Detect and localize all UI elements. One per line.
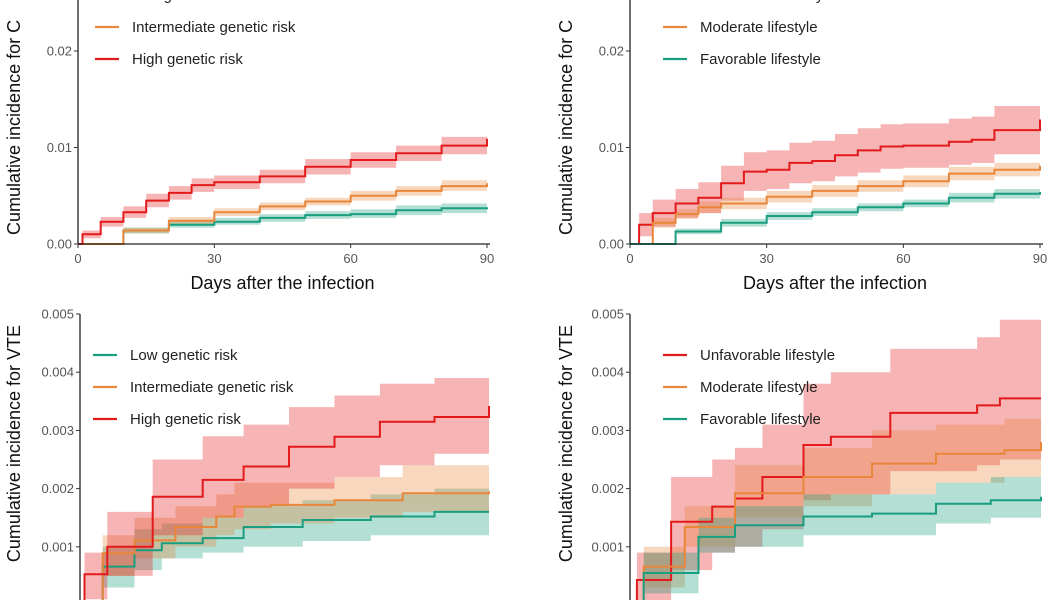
y-axis-label: Cumulative incidence for C: [4, 20, 24, 235]
y-tick-label: 0.00: [599, 237, 624, 252]
y-tick-label: 0.000: [591, 598, 624, 600]
ci-band: [630, 186, 1040, 244]
ci-band: [78, 176, 487, 244]
y-tick-label: 0.002: [591, 481, 624, 496]
series-line: [630, 191, 1041, 245]
legend-label: Unfavorable lifestyle: [700, 0, 835, 4]
series-line: [642, 442, 1042, 600]
ci-band: [643, 412, 1041, 600]
ci-band: [643, 477, 1041, 600]
legend: Low genetic risk Intermediate genetic ris…: [93, 347, 294, 428]
x-axis-label: Days after the infection: [190, 273, 374, 293]
legend: Low genetic risk Intermediate genetic ris…: [95, 0, 296, 68]
x-tick-label: 60: [343, 251, 357, 266]
legend-label: Moderate lifestyle: [700, 379, 818, 396]
ci-band: [630, 158, 1040, 244]
legend-item: Favorable lifestyle: [663, 411, 821, 428]
x-tick-label: 0: [74, 251, 81, 266]
x-tick-label: 0: [626, 251, 633, 266]
ci-band: [636, 319, 1041, 600]
series-line: [635, 397, 1041, 600]
ci-band: [84, 372, 489, 600]
y-tick-label: 0.004: [591, 365, 624, 380]
legend-item: High genetic risk: [95, 51, 243, 68]
panel-top-right: 0.00 0.01 0.02 0 30 60 90 Days after the infect…: [556, 0, 1047, 293]
y-tick-label: 0.001: [41, 539, 74, 554]
ci-band: [630, 94, 1040, 245]
x-tick-label: 90: [480, 251, 494, 266]
legend-item: Intermediate genetic risk: [93, 379, 294, 396]
legend-item: High genetic risk: [93, 411, 241, 428]
legend-label: Low genetic risk: [132, 0, 240, 4]
legend-label: Favorable lifestyle: [700, 51, 821, 68]
y-tick-label: 0.00: [47, 237, 72, 252]
legend-label: High genetic risk: [130, 411, 241, 428]
legend-item: Unfavorable lifestyle: [663, 347, 835, 364]
panel-bottom-left: 0.000 0.001 0.002 0.003 0.004 0.005 Cumulative…: [4, 307, 490, 600]
legend-item: Moderate lifestyle: [663, 379, 818, 396]
legend: Unfavorable lifestyle Moderate lifestyle F…: [663, 0, 835, 68]
panel-bottom-right: 0.000 0.001 0.002 0.003 0.004 0.005 Cumulative…: [556, 307, 1042, 600]
series-line: [101, 491, 490, 600]
y-axis-label: Cumulative incidence for C: [556, 20, 576, 235]
legend-item: Low genetic risk: [132, 0, 240, 4]
legend-label: Unfavorable lifestyle: [700, 347, 835, 364]
x-tick-label: 30: [759, 251, 773, 266]
legend-item: Intermediate genetic risk: [95, 19, 296, 36]
y-tick-label: 0.02: [47, 44, 72, 59]
series-line: [630, 119, 1041, 245]
x-tick-label: 90: [1033, 251, 1047, 266]
x-tick-label: 60: [896, 251, 910, 266]
legend-label: High genetic risk: [132, 51, 243, 68]
ci-band: [102, 465, 489, 600]
y-tick-label: 0.002: [41, 481, 74, 496]
series-line: [101, 510, 489, 600]
legend-item: Low genetic risk: [93, 347, 238, 364]
panel-top-left: 0.00 0.01 0.02 0 30 60 90 Days after the infect…: [4, 0, 494, 293]
legend-item: Favorable lifestyle: [663, 51, 821, 68]
x-tick-label: 30: [207, 251, 221, 266]
y-tick-label: 0.004: [41, 365, 74, 380]
y-tick-label: 0.01: [599, 140, 624, 155]
series-line: [630, 165, 1041, 245]
y-tick-label: 0.003: [591, 423, 624, 438]
legend-label: Intermediate genetic risk: [132, 19, 296, 36]
legend-label: Intermediate genetic risk: [130, 379, 294, 396]
legend-item: Unfavorable lifestyle: [700, 0, 835, 4]
y-tick-label: 0.005: [41, 307, 74, 322]
ci-band: [78, 129, 487, 244]
legend-label: Low genetic risk: [130, 347, 238, 364]
y-tick-label: 0.001: [591, 539, 624, 554]
y-tick-label: 0.003: [41, 423, 74, 438]
legend-label: Favorable lifestyle: [700, 411, 821, 428]
series-line: [78, 138, 488, 245]
legend-item: Moderate lifestyle: [663, 19, 818, 36]
series-line: [642, 496, 1042, 600]
legend: Unfavorable lifestyle Moderate lifestyle F…: [663, 347, 835, 428]
ci-band: [78, 201, 487, 244]
x-axis-label: Days after the infection: [743, 273, 927, 293]
legend-label: Moderate lifestyle: [700, 19, 818, 36]
y-axis-label: Cumulative incidence for VTE: [556, 325, 576, 562]
y-tick-label: 0.01: [47, 140, 72, 155]
y-tick-label: 0.02: [599, 44, 624, 59]
y-tick-label: 0.005: [591, 307, 624, 322]
series-line: [78, 183, 488, 245]
series-line: [83, 406, 490, 600]
y-tick-label: 0.000: [41, 598, 74, 600]
y-axis-label: Cumulative incidence for VTE: [4, 325, 24, 562]
